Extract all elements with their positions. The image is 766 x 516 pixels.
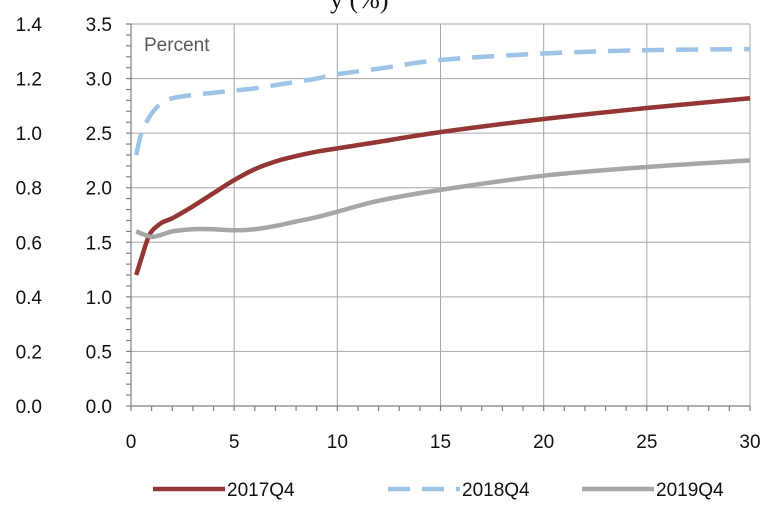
y-tick-label-inner: 3.0 bbox=[86, 70, 112, 91]
y-tick-label-outer: 1.4 bbox=[16, 15, 43, 36]
y-tick-label-inner: 3.5 bbox=[86, 15, 112, 36]
y-tick-label-outer: 0.6 bbox=[16, 233, 42, 254]
unit-label: Percent bbox=[144, 35, 210, 56]
y-tick-label-outer: 0.2 bbox=[16, 342, 42, 363]
x-tick-label: 5 bbox=[229, 432, 240, 453]
series-lines bbox=[134, 46, 751, 276]
y-tick-label-outer: 1.2 bbox=[16, 70, 42, 91]
grid-lines bbox=[131, 23, 751, 406]
series-line-2019Q4 bbox=[135, 158, 751, 240]
x-tick-label: 30 bbox=[739, 432, 760, 453]
series-line-2018Q4 bbox=[134, 46, 751, 156]
x-tick-label: 20 bbox=[533, 432, 554, 453]
y-tick-label-outer: 0.0 bbox=[16, 397, 42, 418]
legend-label-2017Q4: 2017Q4 bbox=[227, 480, 295, 501]
x-tick-label: 0 bbox=[126, 432, 137, 453]
y-tick-label-outer: 0.8 bbox=[16, 179, 42, 200]
x-tick-label: 10 bbox=[327, 432, 348, 453]
y-tick-label-inner: 2.0 bbox=[86, 179, 112, 200]
series-line-2017Q4 bbox=[134, 95, 751, 276]
chart-title-fragment: y (%) bbox=[330, 0, 388, 14]
y-tick-label-outer: 0.4 bbox=[16, 288, 43, 309]
y-tick-label-inner: 0.5 bbox=[86, 342, 112, 363]
legend-label-2019Q4: 2019Q4 bbox=[656, 480, 724, 501]
legend-label-2018Q4: 2018Q4 bbox=[462, 480, 530, 501]
y-tick-label-outer: 1.0 bbox=[16, 124, 42, 145]
x-tick-label: 25 bbox=[636, 432, 657, 453]
y-tick-label-inner: 1.5 bbox=[86, 233, 112, 254]
y-tick-label-inner: 0.0 bbox=[86, 397, 112, 418]
y-tick-label-inner: 2.5 bbox=[86, 124, 112, 145]
x-tick-label: 15 bbox=[430, 432, 451, 453]
legend: 2017Q4 2018Q4 2019Q4 bbox=[153, 480, 724, 501]
axes bbox=[126, 23, 751, 411]
tick-labels: 0 5 10 15 20 25 30 0.0 0.0 0.5 0.2 1.0 0.4 1.5 0.6 2.0 0… bbox=[16, 15, 761, 453]
y-tick-label-inner: 1.0 bbox=[86, 288, 112, 309]
